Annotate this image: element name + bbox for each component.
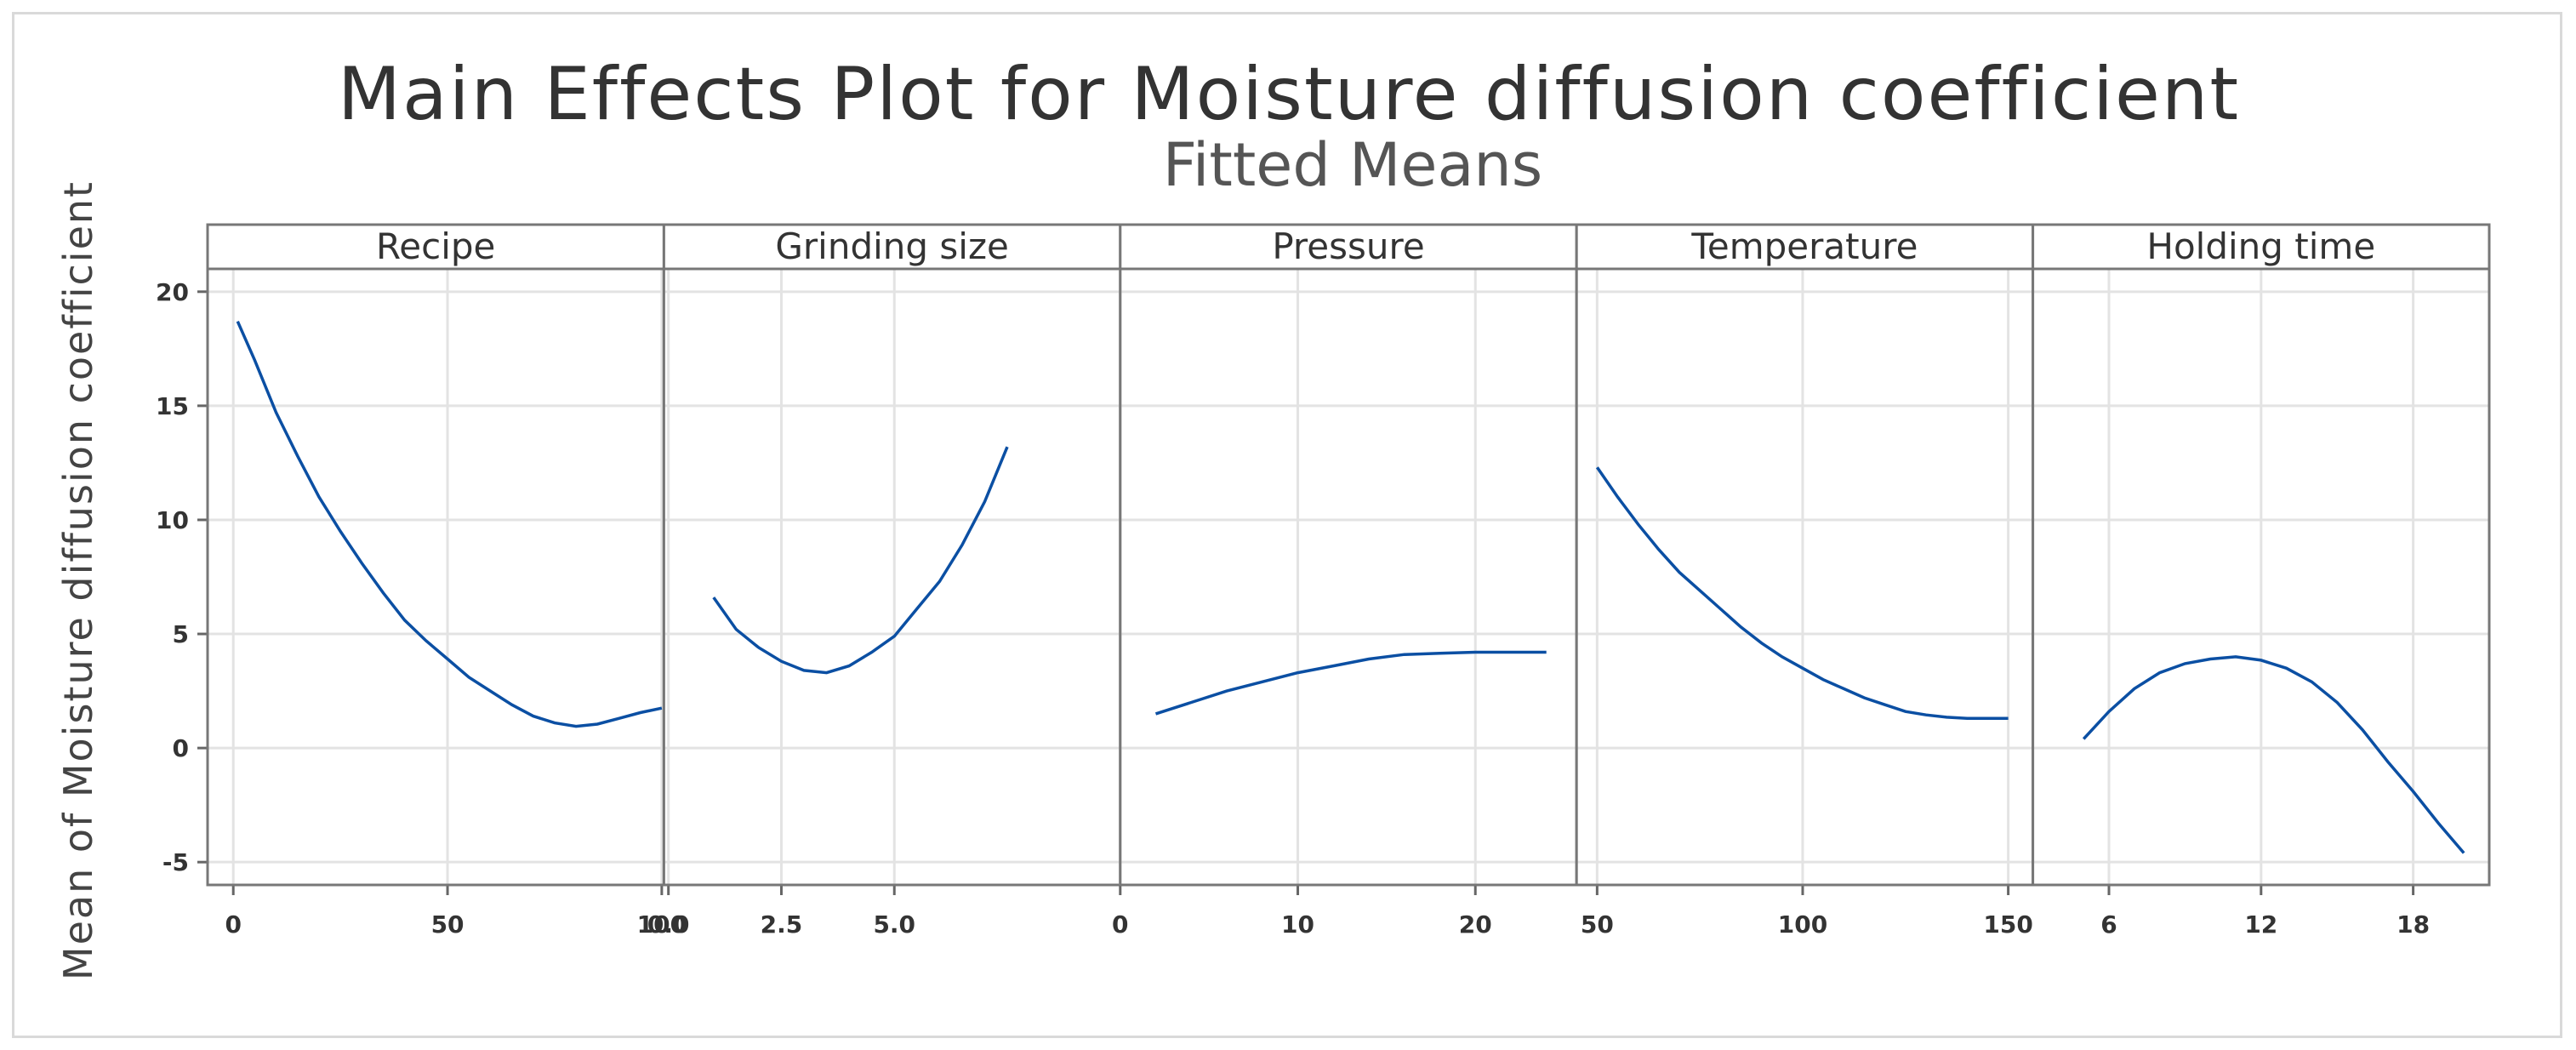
y-tick-label: 15 [156, 392, 189, 420]
panel-border [2032, 267, 2491, 887]
y-tick-label: 0 [173, 734, 189, 762]
y-tick-label: 5 [173, 620, 189, 648]
panel-strip-label: Pressure [1272, 225, 1424, 267]
y-axis-label: Mean of Moisture diffusion coefficient [55, 180, 101, 980]
y-tick-label: 20 [156, 278, 189, 306]
series-line [2082, 655, 2465, 854]
x-tick-label: 100 [637, 910, 687, 939]
x-tick-label: 12 [2244, 910, 2277, 939]
x-tick-label: 18 [2396, 910, 2430, 939]
x-tick-label: 100 [1778, 910, 1827, 939]
series-line [1595, 466, 2009, 721]
panel-strip-label: Grinding size [775, 225, 1009, 267]
x-tick-label: 0.0 [647, 910, 690, 939]
panel-background [664, 269, 1120, 885]
series-line [236, 320, 663, 728]
panel-strip-label: Recipe [376, 225, 495, 267]
series-line [712, 446, 1009, 675]
panel-background [208, 269, 664, 885]
x-tick-label: 20 [1459, 910, 1492, 939]
x-tick-label: 50 [1581, 910, 1614, 939]
panel-strip [1119, 223, 1578, 271]
panel-strip [1575, 223, 2035, 271]
x-tick-label: 10 [1281, 910, 1314, 939]
panel-strip-label: Holding time [2146, 225, 2375, 267]
x-tick-label: 2.5 [761, 910, 803, 939]
series-line [1154, 650, 1547, 716]
panel-background [1120, 269, 1577, 885]
x-tick-label: 0 [1112, 910, 1128, 939]
chart-title: Main Effects Plot for Moisture diffusion… [338, 52, 2240, 137]
x-tick-label: 5.0 [873, 910, 915, 939]
x-tick-label: 6 [2100, 910, 2117, 939]
y-tick-label: 10 [156, 506, 189, 534]
y-tick-label: -5 [162, 848, 189, 876]
x-tick-label: 50 [431, 910, 464, 939]
x-tick-label: 150 [1983, 910, 2032, 939]
x-tick-label: 0 [225, 910, 241, 939]
panel-background [1576, 269, 2033, 885]
panel-strip [2032, 223, 2491, 271]
chart-subtitle: Fitted Means [1163, 130, 1542, 200]
panel-strip-label: Temperature [1690, 225, 1918, 267]
